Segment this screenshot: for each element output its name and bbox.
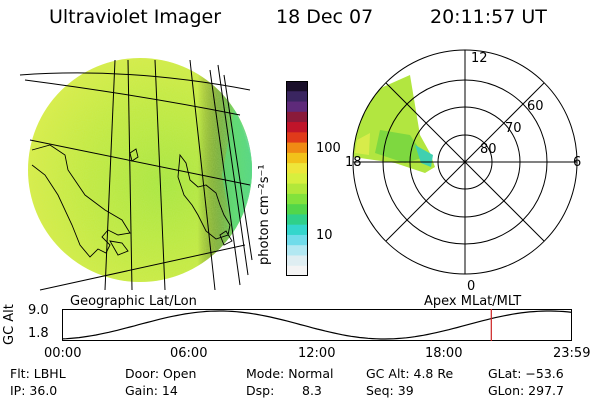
- geographic-grid-label: Geographic Lat/Lon: [70, 294, 197, 309]
- colorbar-swatch: [286, 265, 308, 276]
- colorbar-swatch: [286, 132, 308, 144]
- dsp-label: Dsp:: [246, 383, 275, 398]
- colorbar-swatch: [286, 214, 308, 226]
- colorbar-frame: [286, 81, 308, 276]
- colorbar-swatch: [286, 193, 308, 205]
- glon-status: GLon: 297.7: [488, 383, 564, 398]
- colorbar-tick-10: 10: [316, 228, 333, 243]
- colorbar-swatch: [286, 245, 308, 257]
- coastlines: [31, 144, 233, 258]
- colorbar-swatch: [286, 183, 308, 195]
- colorbar-swatch: [286, 163, 308, 174]
- polar-mlat-mlt-plot: 12 18 6 0 60 70 80: [345, 49, 581, 294]
- altitude-timeline: [62, 309, 572, 341]
- colorbar-swatch: [286, 152, 308, 164]
- colorbar-tick-100: 100: [316, 141, 341, 156]
- flt-status: Flt: LBHL: [10, 366, 66, 381]
- timeline-xtick-1800: 18:00: [425, 346, 463, 361]
- timeline-xtick-0000: 00:00: [44, 346, 82, 361]
- colorbar-swatch: [286, 173, 308, 185]
- colorbar-swatch: [286, 204, 308, 216]
- time-label: 20:11:57 UT: [430, 6, 547, 28]
- gain-status: Gain: 14: [125, 383, 178, 398]
- colorbar-swatch: [286, 122, 308, 133]
- colorbar-swatch: [286, 111, 308, 123]
- seq-status: Seq: 39: [366, 383, 414, 398]
- mlat-label-80: 80: [480, 142, 497, 157]
- uv-globe-image: [19, 58, 253, 291]
- colorbar-swatch: [286, 234, 308, 246]
- intensity-colorbar: [286, 81, 308, 276]
- gc-alt-status: GC Alt: 4.8 Re: [366, 366, 454, 381]
- mlat-label-60: 60: [527, 99, 544, 114]
- colorbar-swatch: [286, 101, 308, 113]
- timeline-ytick-1.8: 1.8: [28, 326, 49, 341]
- mlt-label-6: 6: [573, 155, 581, 170]
- glat-status: GLat: −53.6: [488, 366, 564, 381]
- ip-status: IP: 36.0: [10, 383, 58, 398]
- timeline-ytick-9: 9.0: [28, 303, 49, 318]
- timeline-frame: [62, 309, 572, 341]
- colorbar-swatch: [286, 81, 308, 92]
- dsp-value: 8.3: [302, 383, 322, 398]
- mlt-label-0: 0: [467, 279, 475, 294]
- door-status: Door: Open: [125, 366, 197, 381]
- colorbar-swatch: [286, 224, 308, 236]
- timeline-xtick-1200: 12:00: [298, 346, 336, 361]
- instrument-title: Ultraviolet Imager: [49, 6, 222, 28]
- date-label: 18 Dec 07: [276, 6, 374, 28]
- altitude-curve: [62, 310, 572, 340]
- colorbar-swatch: [286, 142, 308, 154]
- mode-status: Mode: Normal: [246, 366, 334, 381]
- mlat-label-70: 70: [505, 121, 522, 136]
- timeline-ylabel: GC Alt: [2, 304, 17, 345]
- apex-grid-label: Apex MLat/MLT: [424, 294, 522, 309]
- timeline-xtick-2359: 23:59: [553, 346, 591, 361]
- mlt-label-18: 18: [345, 155, 362, 170]
- colorbar-swatch: [286, 255, 308, 267]
- colorbar-swatch: [286, 91, 308, 103]
- mlt-label-12: 12: [471, 51, 488, 66]
- polar-diagonal-2: [385, 82, 545, 242]
- colorbar-unit-label: photon cm⁻²s⁻¹: [257, 164, 272, 265]
- timeline-xtick-0600: 06:00: [170, 346, 208, 361]
